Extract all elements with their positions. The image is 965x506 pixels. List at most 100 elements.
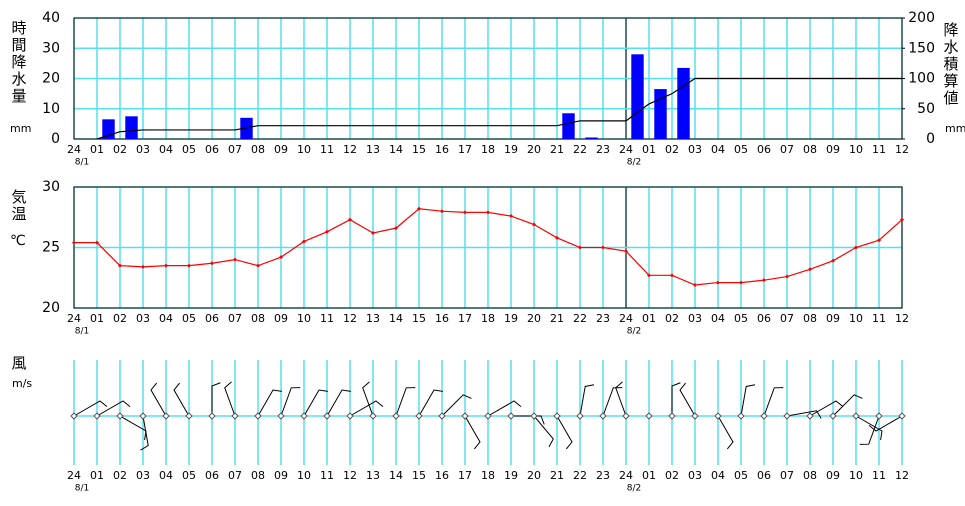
y-label: 時間降水量 [10,20,28,105]
wind-barb [533,415,554,448]
x-tick-label: 18 [481,469,495,482]
station-dot [530,412,538,420]
wind-barb [280,387,301,417]
x-tick-label: 01 [90,469,104,482]
y-label: 風 [10,355,28,372]
y-tick-label: 10 [42,101,60,117]
station-dot [829,412,837,420]
wind-barb [395,387,416,417]
barb-line [173,382,190,417]
barb-line [511,415,545,425]
x-tick-label: 06 [205,469,219,482]
x-tick-label: 17 [458,469,472,482]
station-dot [231,412,239,420]
barb-line [326,389,351,417]
point [371,230,375,235]
barb-line [602,387,623,417]
y2-tick-label: 0 [926,131,935,147]
barb-line [859,415,880,445]
x-tick-label: 11 [872,143,886,156]
date-label: 8/2 [627,327,641,337]
x-tick-label: 10 [849,312,863,325]
station-dot [415,412,423,420]
x-tick-label: 12 [343,469,357,482]
point [532,222,536,227]
wind-barb [556,415,573,450]
x-tick-label: 05 [734,143,748,156]
x-tick-label: 04 [159,312,173,325]
point [164,263,168,268]
x-tick-label: 18 [481,312,495,325]
station-dot [599,412,607,420]
barb-line [717,415,734,450]
x-tick-label: 12 [895,312,909,325]
x-tick-label: 10 [849,469,863,482]
barb-line [679,382,696,417]
station-dot [875,412,883,420]
station-dot [346,412,354,420]
station-dot [691,412,699,420]
date-label: 8/2 [627,158,641,168]
point [762,278,766,283]
station-dot [162,412,170,420]
barb-line [418,389,443,417]
bar [125,116,138,139]
station-dot [852,412,860,420]
station-dot [806,412,814,420]
x-tick-label: 06 [757,143,771,156]
y-tick-label: 20 [42,300,60,316]
x-tick-label: 04 [711,143,725,156]
station-dot [254,412,262,420]
barb-line [464,415,481,450]
point [900,217,904,222]
x-tick-label: 06 [205,312,219,325]
x-tick-label: 17 [458,143,472,156]
wind-barb [855,415,883,440]
bar [677,67,690,139]
x-tick-label: 20 [527,469,541,482]
x-tick-label: 02 [113,312,127,325]
x-tick-label: 07 [780,312,794,325]
y-unit: ℃ [10,233,26,249]
barb-line [487,400,522,417]
y-tick-label: 30 [42,40,60,56]
x-tick-label: 23 [596,469,610,482]
wind-barb [349,400,384,417]
y2-tick-label: 200 [908,10,935,26]
x-tick-label: 03 [688,312,702,325]
x-tick-label: 09 [274,469,288,482]
x-tick-label: 02 [665,312,679,325]
wind-barb [579,384,595,417]
point [325,229,329,234]
point [417,206,421,211]
date-label: 8/1 [75,484,89,494]
station-dot [898,412,906,420]
x-tick-label: 08 [251,143,265,156]
x-tick-label: 01 [642,469,656,482]
y-unit: m/s [12,377,32,390]
x-tick-label: 10 [849,143,863,156]
barb-line [257,389,282,417]
x-tick-label: 11 [320,469,334,482]
station-dot [645,412,653,420]
wind-barb [73,400,108,417]
bar [631,54,644,139]
point [463,210,467,215]
barb-line [211,382,221,416]
wind-barb [362,381,374,417]
barb-line [809,400,844,417]
x-tick-label: 16 [435,469,449,482]
point [233,257,237,262]
wind-barb [832,394,863,417]
station-dot [737,412,745,420]
wind-barb [224,381,236,417]
x-tick-label: 08 [251,312,265,325]
wind-barb [441,394,472,417]
x-tick-label: 24 [619,469,633,482]
x-tick-label: 22 [573,469,587,482]
date-label: 8/1 [75,158,89,168]
station-dot [208,412,216,420]
y-tick-label: 30 [42,179,60,195]
wind-barb [809,400,844,417]
date-label: 8/2 [627,484,641,494]
